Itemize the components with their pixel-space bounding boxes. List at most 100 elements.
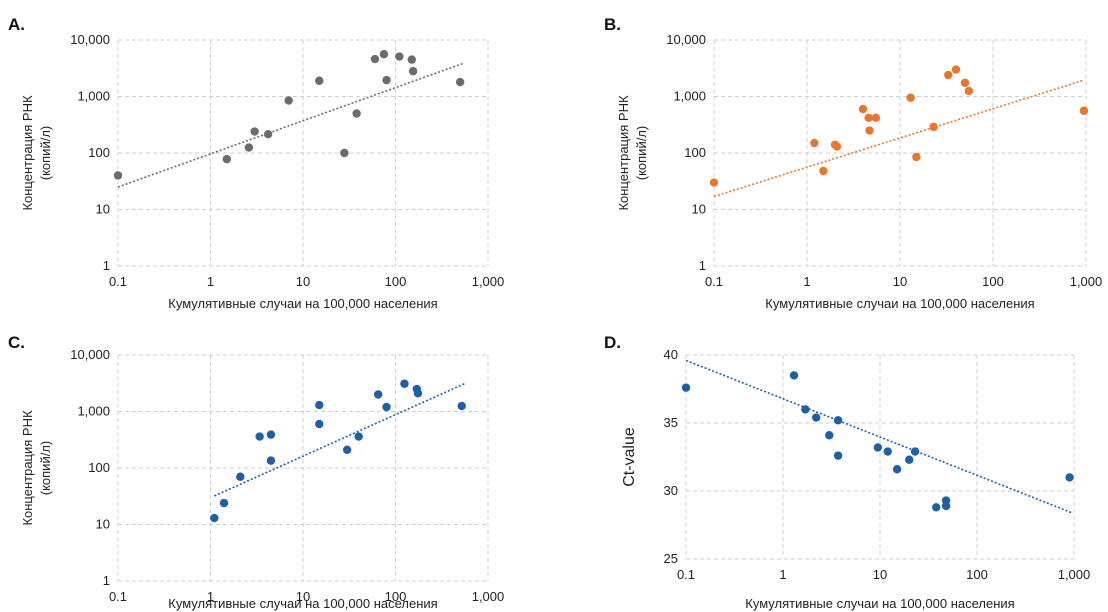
x-tick-label: 1	[207, 589, 214, 604]
data-point	[400, 379, 409, 388]
data-point	[315, 400, 324, 410]
data-point	[236, 472, 245, 481]
y-tick-label: 40	[664, 347, 678, 362]
data-point	[892, 465, 902, 474]
data-point	[113, 171, 123, 180]
y-axis-label: (копий/л)	[38, 126, 53, 180]
x-tick-label: 0.1	[705, 274, 723, 289]
data-point	[681, 383, 691, 392]
data-point	[833, 451, 843, 460]
y-axis-label: Концентрация РНК	[20, 410, 35, 526]
data-point	[1079, 106, 1089, 115]
x-tick-label: 1,000	[1070, 274, 1103, 289]
panel-letter: B.	[604, 15, 621, 34]
data-point	[960, 78, 970, 87]
data-point	[910, 447, 920, 456]
data-point	[222, 154, 231, 164]
data-point	[951, 65, 961, 74]
y-tick-label: 10,000	[70, 347, 110, 362]
y-tick-label: 25	[664, 551, 678, 566]
x-tick-label: 1,000	[1058, 567, 1091, 582]
x-tick-label: 10	[296, 274, 310, 289]
data-point	[865, 126, 874, 135]
data-point	[370, 54, 380, 64]
data-point	[457, 401, 466, 411]
y-tick-label: 10	[96, 517, 110, 532]
data-point	[932, 503, 941, 512]
data-point	[941, 501, 951, 511]
data-point	[266, 430, 276, 439]
data-point	[873, 443, 883, 452]
data-point	[825, 431, 834, 440]
y-tick-label: 100	[88, 460, 110, 475]
data-point	[819, 166, 828, 176]
data-point	[244, 143, 254, 152]
chart-c: C.0.1 1 10 100 1,0001101001,00010,000Кумулят…	[8, 333, 505, 611]
y-tick-label: 1	[103, 258, 110, 273]
data-point	[255, 432, 264, 441]
data-point	[379, 50, 389, 59]
x-axis-label: Кумулятивные случаи на 100,000 населения	[168, 296, 437, 311]
data-point	[944, 70, 953, 80]
y-axis-label: Концентрация РНК	[20, 95, 35, 211]
data-point	[352, 109, 361, 118]
data-point	[408, 67, 418, 76]
x-axis-label: Кумулятивные случаи на 100,000 населения	[745, 596, 1014, 611]
x-tick-label: 1,000	[472, 589, 505, 604]
chart-b: B.0.1 1 10 100 1,0001101001,00010,000Кумулят…	[604, 15, 1103, 311]
data-point	[263, 130, 273, 139]
data-point	[906, 93, 915, 102]
data-point	[858, 104, 868, 114]
panel-letter: C.	[8, 333, 25, 352]
data-point	[929, 122, 938, 132]
data-point	[373, 390, 383, 399]
x-tick-label: 10	[873, 567, 887, 582]
y-axis-label: Ct-value	[621, 427, 638, 487]
data-point	[342, 445, 352, 454]
y-tick-label: 1,000	[77, 89, 110, 104]
data-point	[871, 113, 881, 122]
x-tick-label: 0.1	[109, 274, 127, 289]
panel-c: C. 0.1 1 10 100 1,000 1 10 100 1,000 10,000 Кумулят…	[0, 318, 508, 612]
data-point	[904, 455, 914, 464]
x-tick-label: 100	[966, 567, 988, 582]
data-point	[789, 371, 799, 380]
panel-letter: D.	[604, 333, 621, 352]
trendline	[214, 382, 467, 497]
x-tick-label: 10	[893, 274, 907, 289]
chart-a: A.0.1 1 10 100 1,0001101001,00010,000Кумулят…	[8, 15, 505, 311]
data-point	[382, 75, 391, 85]
x-tick-label: 1,000	[472, 274, 505, 289]
data-point	[340, 148, 349, 158]
data-point	[315, 419, 324, 429]
y-tick-label: 35	[664, 415, 678, 430]
panel-a: A. 0.1 1 10 100 1,000 1 10 100 1,000 10,000 Кумулят…	[0, 0, 508, 316]
data-point	[833, 416, 843, 425]
trendline	[117, 62, 465, 188]
data-point	[709, 178, 719, 187]
panel-d: D. 0.1 1 10 100 1,000 25 30 35 40 Кумулятивные слу…	[596, 318, 1104, 612]
data-point	[883, 447, 892, 456]
x-tick-label: 0.1	[109, 589, 127, 604]
y-tick-label: 10,000	[70, 32, 110, 47]
y-tick-label: 1	[103, 573, 110, 588]
data-point	[455, 77, 465, 87]
y-tick-label: 100	[684, 145, 706, 160]
data-point	[395, 52, 404, 61]
y-tick-label: 1,000	[673, 89, 706, 104]
data-point	[266, 456, 276, 465]
x-tick-label: 100	[982, 274, 1004, 289]
y-tick-label: 30	[664, 483, 678, 498]
y-tick-label: 100	[88, 145, 110, 160]
x-tick-label: 1	[779, 567, 786, 582]
x-tick-label: 0.1	[677, 567, 695, 582]
data-point	[250, 127, 259, 136]
panel-letter: A.	[8, 15, 25, 34]
data-point	[284, 96, 293, 105]
y-tick-label: 10	[692, 202, 706, 217]
x-tick-label: 1	[207, 274, 214, 289]
data-point	[812, 413, 821, 422]
x-axis-label: Кумулятивные случаи на 100,000 населения	[765, 296, 1034, 311]
trendline	[685, 359, 1073, 514]
data-point	[382, 402, 391, 412]
